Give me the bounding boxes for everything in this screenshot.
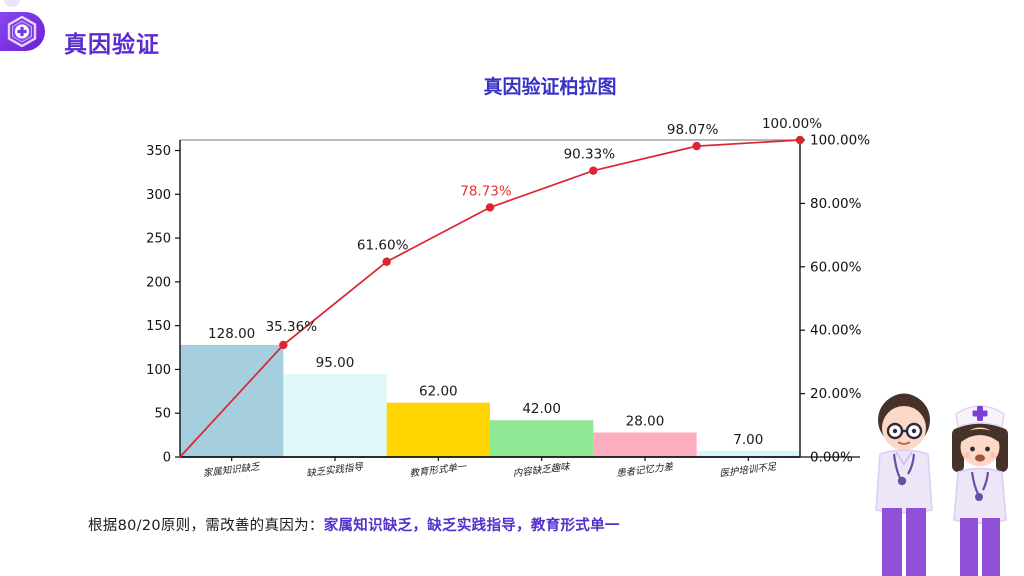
logo-badge: [0, 12, 45, 51]
bar-value-label: 28.00: [626, 413, 665, 429]
cumulative-label: 98.07%: [667, 122, 719, 138]
cumulative-label: 100.00%: [762, 116, 822, 132]
right-tick-label: 60.00%: [810, 259, 862, 275]
bar-5: [593, 432, 697, 457]
left-tick-label: 50: [154, 407, 171, 422]
conclusion-highlight: 家属知识缺乏，缺乏实践指导，教育形式单一: [323, 518, 620, 534]
pareto-chart-svg: 0 50 100 150 200 250 300 350 0.00% 20.00% 40.00% 60…: [146, 116, 870, 480]
bar-value-label: 42.00: [522, 401, 561, 417]
pareto-chart: 0 50 100 150 200 250 300 350 0.00% 20.00% 40.00% 60…: [118, 108, 898, 483]
medical-hexagon-icon: [7, 16, 37, 47]
nurse-figure: [952, 405, 1008, 576]
right-tick-label: 40.00%: [810, 323, 862, 339]
right-tick-label: 0.00%: [810, 450, 853, 466]
x-tick-label: 患者记忆力差: [616, 461, 675, 479]
bar-2: [283, 373, 387, 457]
right-tick-label: 20.00%: [810, 386, 862, 402]
corner-accent: [4, 0, 20, 7]
left-tick-label: 300: [146, 188, 171, 203]
line-marker: [692, 141, 701, 151]
line-marker: [795, 135, 805, 145]
page-title: 真因验证: [64, 32, 160, 58]
left-tick-label: 200: [146, 275, 171, 290]
x-tick-label: 教育形式单一: [409, 460, 469, 479]
doctor-figure: [875, 393, 933, 576]
left-tick-label: 150: [146, 319, 171, 334]
left-tick-label: 100: [146, 363, 171, 378]
right-tick-label: 100.00%: [810, 133, 870, 149]
x-tick-label: 医护培训不足: [719, 461, 778, 480]
line-marker: [485, 203, 495, 212]
bar-value-label: 62.00: [419, 384, 458, 400]
bar-3: [386, 402, 490, 457]
x-tick-label: 家属知识缺乏: [202, 460, 262, 479]
conclusion-prefix: 根据80/20原则，需改善的真因为：: [88, 518, 324, 534]
right-tick-label: 80.00%: [810, 196, 862, 212]
x-tick-label: 缺乏实践指导: [306, 461, 365, 480]
conclusion-text: 根据80/20原则，需改善的真因为：家属知识缺乏，缺乏实践指导，教育形式单一: [88, 514, 620, 535]
line-marker: [279, 340, 288, 350]
line-marker: [382, 257, 391, 266]
left-tick-label: 350: [146, 144, 171, 159]
bar-value-label: 128.00: [208, 326, 255, 342]
chart-title: 真因验证柏拉图: [483, 76, 617, 98]
bar-6: [696, 450, 800, 457]
x-tick-label: 内容缺乏趣味: [512, 460, 572, 479]
bar-value-label: 7.00: [733, 432, 763, 448]
left-tick-label: 250: [146, 232, 171, 247]
line-marker: [589, 166, 598, 175]
cumulative-label: 35.36%: [266, 319, 318, 335]
doctor-and-nurse-illustration: [875, 393, 1008, 576]
left-tick-label: 0: [163, 451, 171, 466]
cumulative-label: 61.60%: [357, 238, 409, 254]
bar-4: [490, 420, 594, 457]
cumulative-label: 78.73%: [460, 183, 512, 199]
cumulative-label: 90.33%: [564, 147, 616, 163]
bar-value-label: 95.00: [316, 355, 355, 371]
